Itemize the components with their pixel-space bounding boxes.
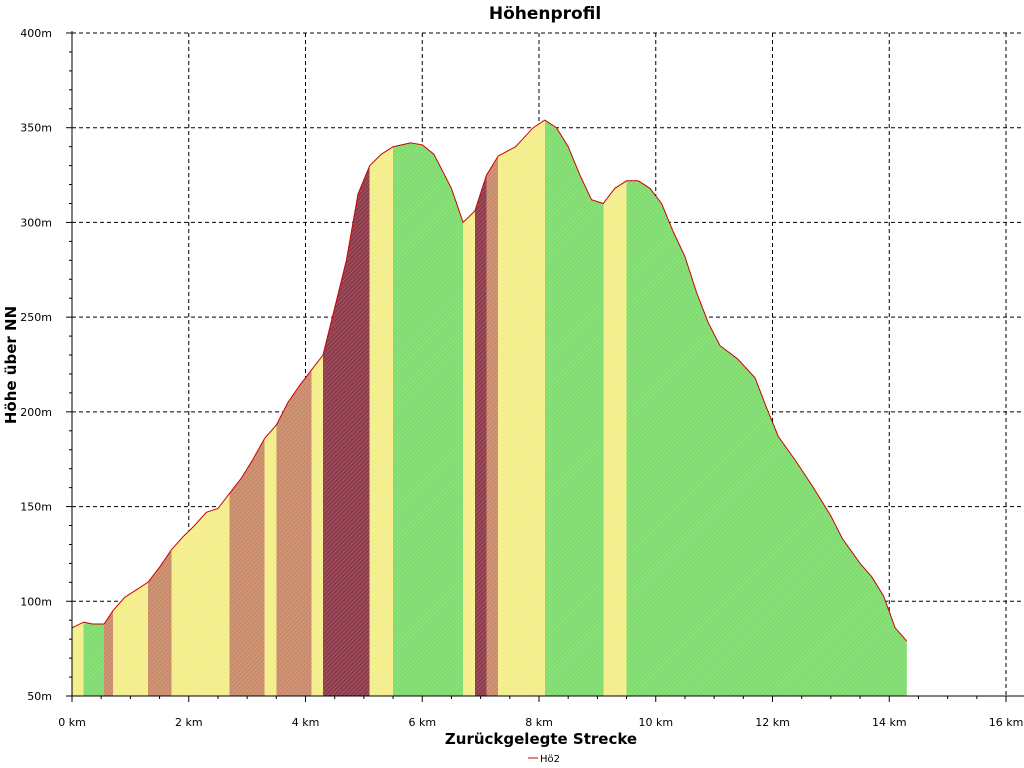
x-tick-label-2: 4 km bbox=[292, 716, 320, 729]
y-tick-label-2: 150m bbox=[20, 501, 52, 514]
y-tick-label-4: 250m bbox=[20, 311, 52, 324]
x-tick-label-8: 16 km bbox=[989, 716, 1024, 729]
legend-label: Hö2 bbox=[540, 754, 560, 765]
area-series bbox=[71, 119, 908, 697]
x-axis-label: Zurückgelegte Strecke bbox=[445, 730, 637, 748]
x-tick-label-4: 8 km bbox=[525, 716, 553, 729]
elevation-area-texture bbox=[72, 120, 907, 697]
y-tick-label-3: 200m bbox=[20, 406, 52, 419]
x-axis-ticks: 0 km 2 km 4 km 6 km 8 km 10 km 12 km 14 km 16 km bbox=[58, 696, 1023, 729]
legend: Hö2 bbox=[528, 754, 560, 765]
y-tick-label-1: 100m bbox=[20, 595, 52, 608]
x-tick-label-1: 2 km bbox=[175, 716, 203, 729]
y-tick-label-5: 300m bbox=[20, 216, 52, 229]
chart-title: Höhenprofil bbox=[489, 4, 601, 24]
x-tick-label-3: 6 km bbox=[408, 716, 436, 729]
y-tick-label-0: 50m bbox=[27, 690, 52, 703]
x-tick-label-6: 12 km bbox=[755, 716, 790, 729]
y-axis-label: Höhe über NN bbox=[2, 306, 20, 424]
elevation-line bbox=[71, 119, 908, 642]
x-tick-label-0: 0 km bbox=[58, 716, 86, 729]
axes bbox=[71, 31, 1024, 697]
y-tick-label-6: 350m bbox=[20, 122, 52, 135]
y-axis-ticks: 50m 100m 150m 200m 250m 300m 350m 400m bbox=[20, 27, 72, 703]
y-tick-label-7: 400m bbox=[20, 27, 52, 40]
x-tick-label-5: 10 km bbox=[638, 716, 673, 729]
x-tick-label-7: 14 km bbox=[872, 716, 907, 729]
